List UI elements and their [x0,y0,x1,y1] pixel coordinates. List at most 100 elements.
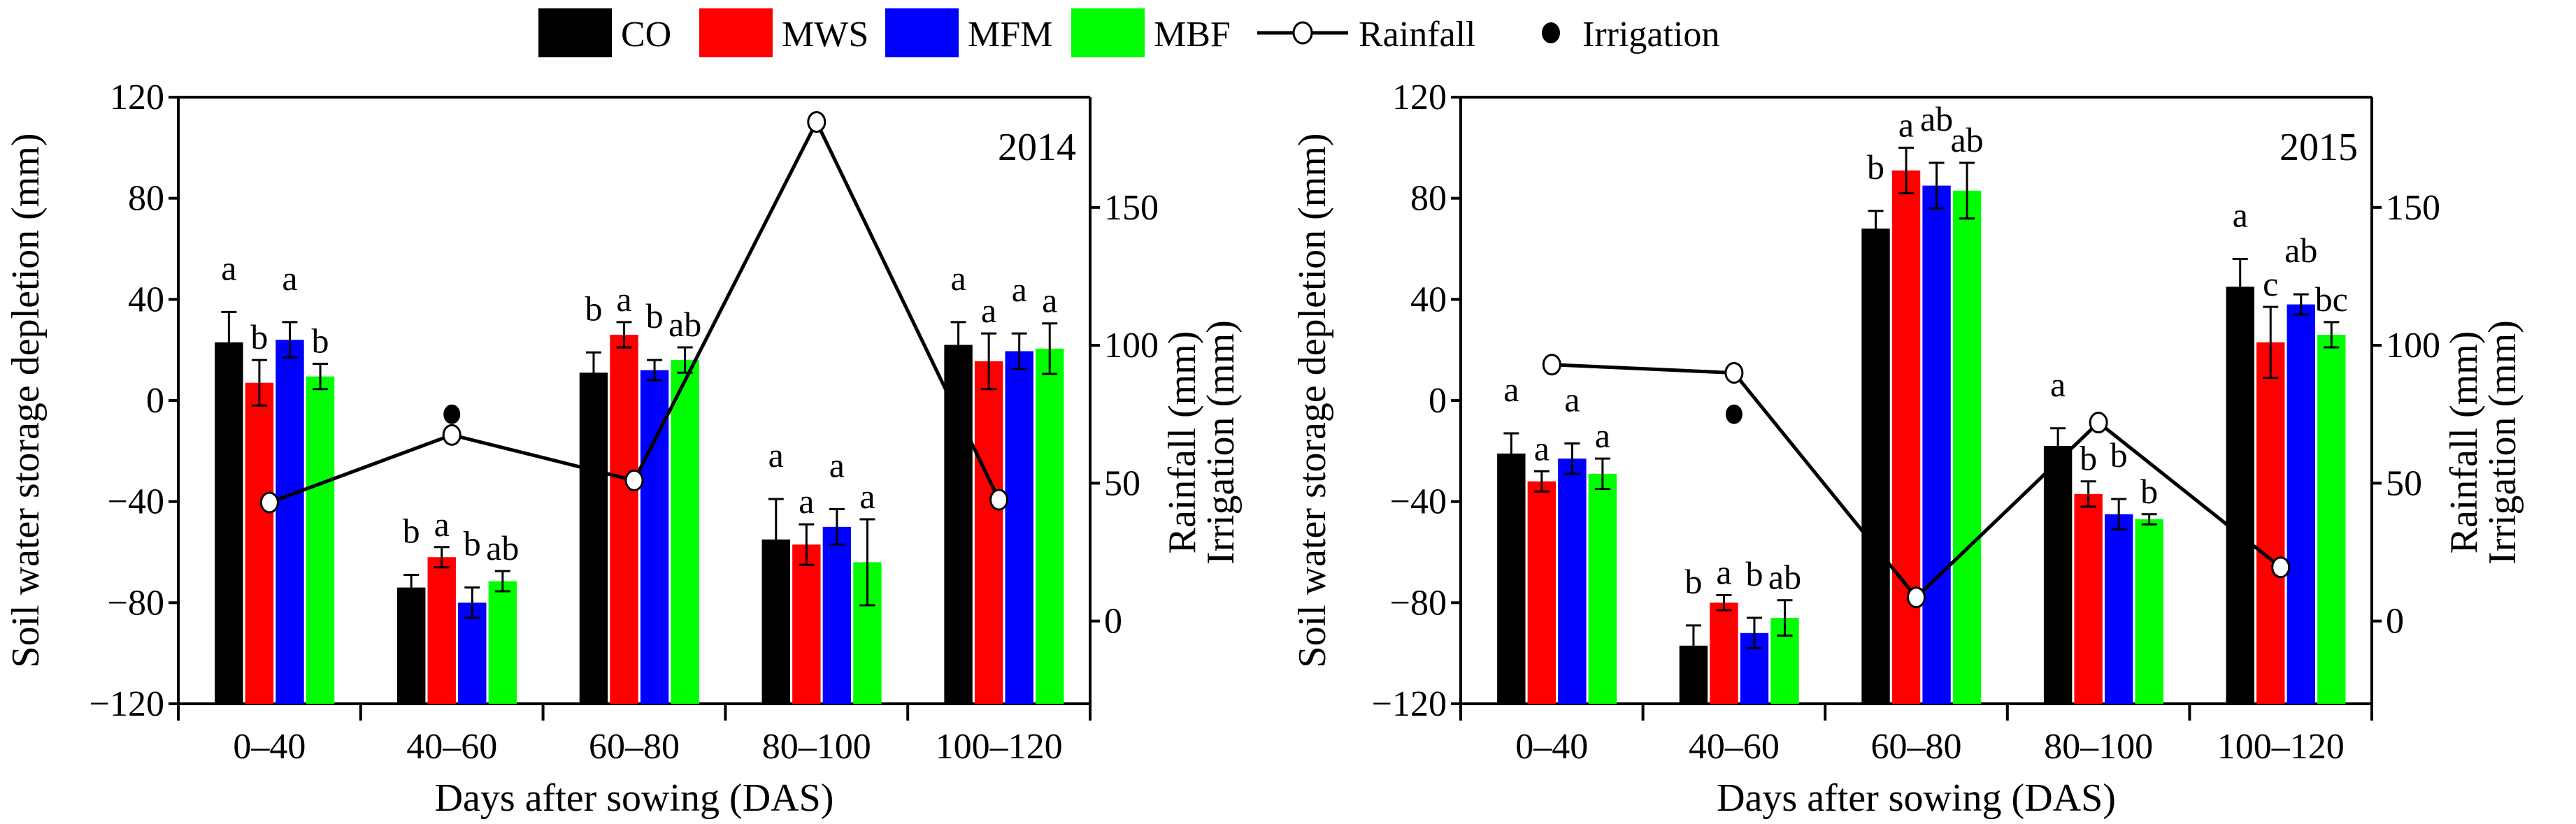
y2-tick-label: 100 [1104,326,1159,366]
x-tick-label: 0–40 [233,727,306,767]
y2-axis-label: Irrigation (mm) [1199,320,1243,565]
bar-mws [1891,170,1921,704]
irrigation-point [443,404,461,424]
significance-letter: a [2050,365,2066,404]
bar-mws [2256,342,2285,704]
y2-axis-label: Rainfall (mm) [2442,331,2486,554]
bar-mws [610,334,638,704]
y2-axis-label: Irrigation (mm) [2481,320,2524,565]
bar-co [1861,229,1890,704]
bar-mbf [306,376,335,704]
significance-letter: ab [2284,231,2317,270]
y-tick-label: −80 [1390,583,1447,623]
rainfall-point [807,111,827,133]
x-axis-label: Days after sowing (DAS) [435,776,834,820]
y2-axis-label: Rainfall (mm) [1161,331,1204,554]
y2-tick-label: 50 [2386,463,2422,503]
significance-letter: c [2263,264,2278,303]
rainfall-point [259,491,279,514]
bar-mfm [458,602,487,704]
year-label: 2014 [998,126,1076,169]
bar-mws [427,557,456,704]
legend-label: Rainfall [1359,15,1476,55]
bar-mfm [1558,458,1587,704]
significance-letter: a [859,477,875,516]
y2-tick-label: 100 [2386,326,2440,366]
significance-letter: a [950,259,966,298]
legend-swatch-mbf [1071,8,1145,57]
significance-letter: a [616,280,631,319]
bar-mws [2074,493,2103,704]
chart-panel-2014: 120 80 40 0 −40 −80 −120 0 50 100 150 0–40 40–60 60–8… [4,78,1243,820]
y2-tick-label: 150 [2386,188,2440,228]
x-tick-label: 0–40 [1515,727,1588,767]
bar-mbf [671,360,699,704]
legend-swatch-mfm [885,8,959,57]
significance-letter: a [768,435,784,475]
significance-letter: b [250,317,268,356]
significance-letter: b [2080,439,2097,478]
bar-co [215,342,243,704]
significance-letter: b [464,524,481,563]
bar-mbf [1036,348,1064,704]
bar-mfm [1922,185,1951,704]
legend: CO MWS MFM MBF Rainfall Irrigation [538,8,1719,57]
y-axis-label: Soil water storage depletion (mm) [1291,133,1334,667]
bar-co [2226,287,2254,704]
significance-letter: b [1684,562,1702,601]
y-tick-label: 80 [1410,179,1447,219]
bar-mbf [488,581,517,704]
significance-letter: b [403,512,420,551]
significance-letter: a [799,482,814,521]
legend-label: CO [621,15,671,55]
rainfall-point [624,469,644,491]
y-axis-label: Soil water storage depletion (mm) [4,133,48,667]
bar-co [396,587,426,704]
y-tick-label: 120 [1392,78,1447,117]
x-tick-label: 80–100 [762,727,871,767]
bar-mfm [276,340,304,704]
rainfall-point [2271,556,2291,579]
significance-letter: a [981,291,996,330]
y-tick-label: −120 [90,684,164,724]
x-axis-label: Days after sowing (DAS) [1717,776,2116,820]
significance-letter: a [1595,416,1610,455]
significance-letter: a [282,259,297,298]
bar-co [579,373,608,704]
significance-letter: a [1042,281,1057,320]
significance-letter: b [1867,147,1884,187]
legend-label: MWS [782,15,868,55]
bar-mbf [2317,334,2346,704]
y2-tick-label: 0 [2386,602,2404,642]
y-tick-label: 0 [1429,381,1447,421]
x-tick-label: 40–60 [1689,727,1780,767]
legend-irrigation-marker [1542,22,1560,43]
x-tick-label: 80–100 [2044,727,2153,767]
significance-letter: b [312,321,329,361]
significance-letter: ab [1768,558,1801,597]
bar-co [2043,446,2073,704]
rainfall-point [1907,586,1926,609]
y-tick-label: −40 [1390,482,1447,522]
rainfall-point [1542,354,1561,376]
y-tick-label: −120 [1372,684,1447,724]
bar-mbf [1588,473,1617,704]
bar-mws [1710,602,1738,704]
bar-mfm [2104,514,2133,704]
significance-letter: ab [668,305,701,344]
bar-mfm [1005,351,1033,704]
x-tick-label: 40–60 [406,727,497,767]
legend-rainfall-marker [1292,21,1313,45]
x-tick-label: 100–120 [936,727,1063,767]
bar-mbf [2135,519,2163,704]
y-tick-label: −80 [108,583,164,623]
significance-letter: ab [1950,120,1983,159]
y2-tick-label: 150 [1104,188,1159,228]
rainfall-point [2089,412,2108,434]
significance-letter: b [646,296,664,335]
bar-mws [1527,481,1557,704]
y-tick-label: 80 [128,179,164,219]
y-tick-label: 0 [146,381,164,421]
significance-letter: a [434,505,450,544]
bar-mws [974,361,1003,704]
